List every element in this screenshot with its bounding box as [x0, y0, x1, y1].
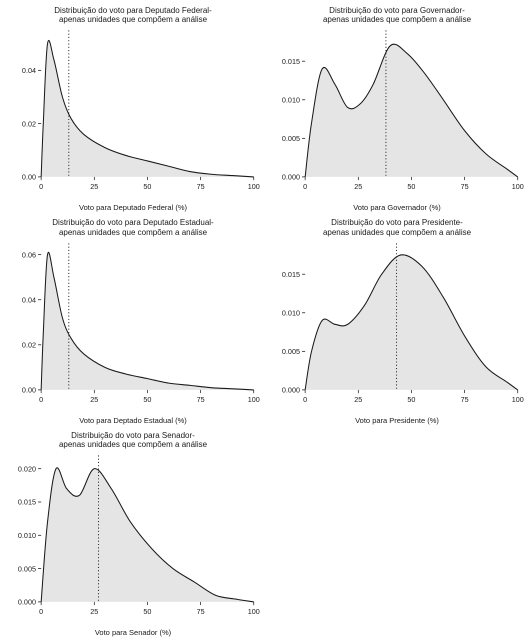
x-tick-label: 0 — [39, 394, 43, 403]
x-axis-label: Voto para Deputado Federal (%) — [79, 203, 187, 212]
y-tick-label: 0.010 — [282, 96, 300, 105]
density-fill — [305, 254, 518, 389]
x-tick-label: 0 — [303, 182, 307, 191]
y-tick-label: 0.04 — [22, 66, 36, 75]
y-tick-label: 0.010 — [18, 531, 36, 540]
y-tick-label: 0.005 — [18, 564, 36, 573]
panel-title-line2: apenas unidades que compõem a análise — [323, 228, 471, 237]
x-tick-label: 25 — [354, 182, 362, 191]
panel-title: Distribuição do voto para Deputado Feder… — [54, 6, 211, 24]
panel-title-line1: Distribuição do voto para Senador- — [71, 431, 195, 440]
x-tick-label: 100 — [248, 607, 260, 616]
panel-title-line2: apenas unidades que compõem a análise — [59, 15, 207, 24]
x-tick-label: 50 — [407, 182, 415, 191]
x-tick-label: 0 — [39, 182, 43, 191]
density-panel-p4: Distribuição do voto para Presidente-ape… — [268, 216, 526, 424]
y-tick-label: 0.000 — [282, 173, 300, 182]
y-tick-label: 0.04 — [22, 295, 36, 304]
x-tick-label: 25 — [90, 607, 98, 616]
x-axis-label: Voto para Governador (%) — [353, 203, 441, 212]
density-plot-svg: 0 25 50 75 100 0.000 0.005 0.010 0.015 — [268, 239, 526, 414]
density-plot-svg: 0 25 50 75 100 0.00 0.02 0.04 — [4, 26, 262, 201]
plot-area: 0 25 50 75 100 0.000 0.005 0.010 0.015 0.020 — [4, 451, 262, 626]
y-tick-label: 0.06 — [22, 250, 36, 259]
panel-title-line1: Distribuição do voto para Deputado Estad… — [52, 218, 213, 227]
panel-title: Distribuição do voto para Presidente-ape… — [323, 218, 471, 236]
x-tick-label: 25 — [90, 394, 98, 403]
density-fill — [41, 41, 254, 178]
x-tick-label: 50 — [407, 394, 415, 403]
x-tick-label: 75 — [197, 182, 205, 191]
plot-area: 0 25 50 75 100 0.00 0.02 0.04 — [4, 26, 262, 201]
y-tick-label: 0.000 — [282, 385, 300, 394]
panel-title-line1: Distribuição do voto para Deputado Feder… — [54, 6, 211, 15]
y-tick-label: 0.005 — [282, 134, 300, 143]
x-axis-label: Voto para Deptado Estadual (%) — [79, 416, 187, 425]
x-tick-label: 100 — [512, 394, 524, 403]
x-tick-label: 100 — [512, 182, 524, 191]
density-plot-svg: 0 25 50 75 100 0.000 0.005 0.010 0.015 0.020 — [4, 451, 262, 626]
y-tick-label: 0.015 — [18, 498, 36, 507]
y-tick-label: 0.000 — [18, 597, 36, 606]
panel-title: Distribuição do voto para Deputado Estad… — [52, 218, 213, 236]
x-axis-label: Voto para Presidente (%) — [355, 416, 439, 425]
panel-title-line1: Distribuição do voto para Presidente- — [331, 218, 463, 227]
density-fill — [41, 252, 254, 390]
x-tick-label: 0 — [39, 607, 43, 616]
density-fill — [41, 468, 254, 602]
x-tick-label: 75 — [197, 607, 205, 616]
density-panel-p3: Distribuição do voto para Deputado Estad… — [4, 216, 262, 424]
x-tick-label: 75 — [461, 394, 469, 403]
x-tick-label: 50 — [143, 607, 151, 616]
y-tick-label: 0.020 — [18, 464, 36, 473]
panel-title: Distribuição do voto para Governador-ape… — [323, 6, 471, 24]
y-tick-label: 0.010 — [282, 308, 300, 317]
x-tick-label: 100 — [248, 394, 260, 403]
x-axis-label: Voto para Senador (%) — [95, 628, 171, 637]
panel-title-line2: apenas unidades que compõem a análise — [59, 440, 207, 449]
x-tick-label: 25 — [354, 394, 362, 403]
panel-title: Distribuição do voto para Senador-apenas… — [59, 431, 207, 449]
y-tick-label: 0.005 — [282, 347, 300, 356]
panel-title-line1: Distribuição do voto para Governador- — [329, 6, 465, 15]
x-tick-label: 0 — [303, 394, 307, 403]
density-panel-p1: Distribuição do voto para Deputado Feder… — [4, 4, 262, 212]
density-plot-svg: 0 25 50 75 100 0.00 0.02 0.04 0.06 — [4, 239, 262, 414]
x-tick-label: 50 — [143, 182, 151, 191]
x-tick-label: 75 — [461, 182, 469, 191]
y-tick-label: 0.02 — [22, 340, 36, 349]
plot-area: 0 25 50 75 100 0.000 0.005 0.010 0.015 — [268, 26, 526, 201]
y-tick-label: 0.00 — [22, 173, 36, 182]
y-tick-label: 0.02 — [22, 120, 36, 129]
plot-area: 0 25 50 75 100 0.000 0.005 0.010 0.015 — [268, 239, 526, 414]
density-fill — [305, 45, 518, 178]
y-tick-label: 0.015 — [282, 269, 300, 278]
panel-title-line2: apenas unidades que compõem a análise — [323, 15, 471, 24]
y-tick-label: 0.015 — [282, 57, 300, 66]
density-panel-p5: Distribuição do voto para Senador-apenas… — [4, 429, 262, 637]
density-plot-svg: 0 25 50 75 100 0.000 0.005 0.010 0.015 — [268, 26, 526, 201]
x-tick-label: 100 — [248, 182, 260, 191]
plot-area: 0 25 50 75 100 0.00 0.02 0.04 0.06 — [4, 239, 262, 414]
x-tick-label: 50 — [143, 394, 151, 403]
x-tick-label: 75 — [197, 394, 205, 403]
density-panel-p2: Distribuição do voto para Governador-ape… — [268, 4, 526, 212]
y-tick-label: 0.00 — [22, 385, 36, 394]
panel-title-line2: apenas unidades que compõem a análise — [59, 228, 207, 237]
x-tick-label: 25 — [90, 182, 98, 191]
